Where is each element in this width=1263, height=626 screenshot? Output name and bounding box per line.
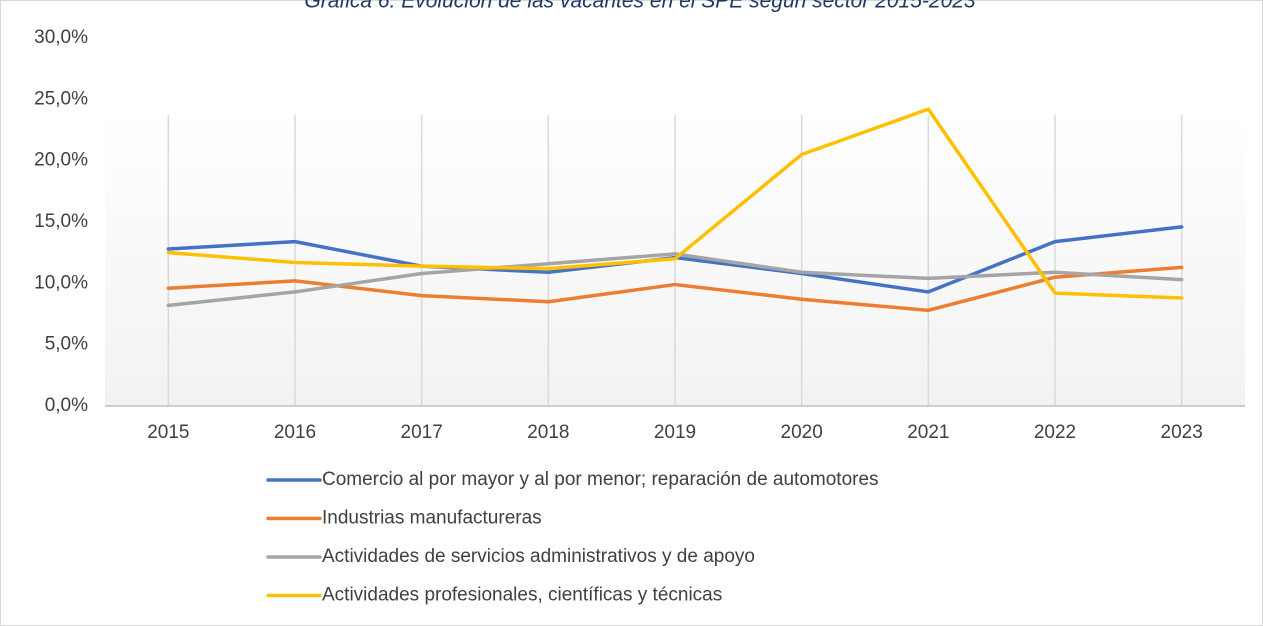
x-tick-label: 2020 [781,422,823,443]
x-tick-label: 2019 [654,422,696,443]
x-tick-label: 2022 [1034,422,1076,443]
y-tick-label: 10,0% [34,272,88,293]
x-tick-label: 2021 [907,422,949,443]
series-line [166,252,1184,308]
legend-label: Comercio al por mayor y al por menor; re… [322,469,879,490]
y-tick-label: 15,0% [34,211,88,232]
y-tick-label: 25,0% [34,88,88,109]
x-tick-label: 2018 [527,422,569,443]
y-tick-label: 5,0% [45,334,88,355]
y-tick-label: 0,0% [45,395,88,416]
chart-title: Gráfica 6. Evolución de las vacantes en … [304,0,976,13]
x-tick-label: 2023 [1161,422,1203,443]
legend-label: Actividades profesionales, científicas y… [322,585,722,606]
x-tick-label: 2017 [401,422,443,443]
y-tick-label: 30,0% [34,27,88,48]
legend-label: Actividades de servicios administrativos… [322,546,755,567]
x-tick-label: 2016 [274,422,316,443]
series-line [166,107,1184,300]
x-tick-label: 2015 [147,422,189,443]
y-tick-label: 20,0% [34,150,88,171]
legend-label: Industrias manufactureras [322,508,542,529]
